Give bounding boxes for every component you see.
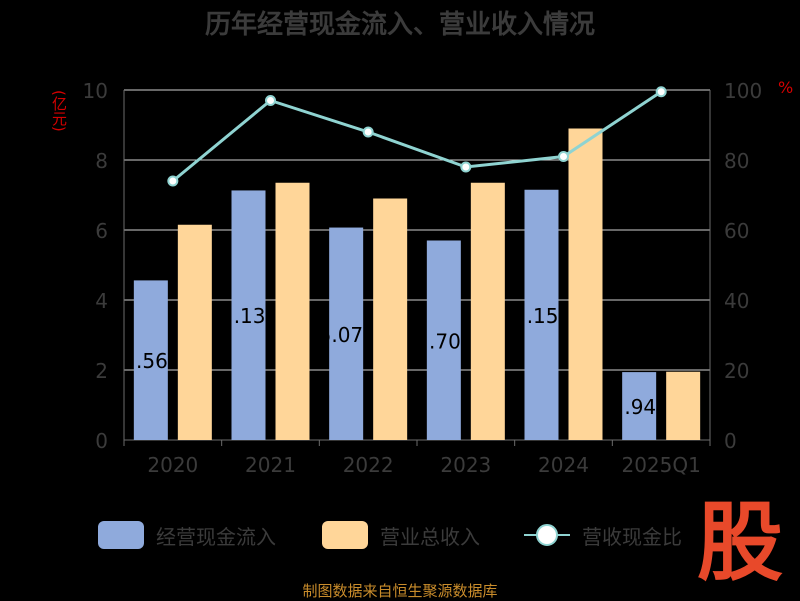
x-tick-label: 2022 [343, 453, 394, 477]
y-axis-right-unit: % [778, 78, 794, 97]
bar-value-label: 5.07 [319, 323, 364, 347]
x-tick-label: 2025Q1 [621, 453, 700, 477]
bar-cash-inflow [329, 227, 364, 440]
chart-title: 历年经营现金流入、营业收入情况 [204, 10, 595, 40]
y-right-tick-label: 60 [724, 219, 749, 243]
y-right-tick-label: 100 [724, 79, 762, 103]
y-left-tick-label: 0 [95, 429, 108, 453]
bar-cash-inflow [231, 190, 266, 440]
y-left-tick-label: 10 [83, 79, 108, 103]
ratio-point [167, 175, 179, 187]
data-source-note: 制图数据来自恒生聚源数据库 [302, 582, 498, 600]
legend-label-cash-inflow: 经营现金流入 [156, 524, 276, 549]
legend: 经营现金流入 营业总收入 营收现金比 [0, 518, 800, 552]
y-left-tick-label: 4 [95, 289, 108, 313]
x-tick-label: 2024 [538, 453, 589, 477]
y-right-tick-label: 80 [724, 149, 749, 173]
y-left-tick-label: 8 [95, 149, 108, 173]
y-left-tick-label: 6 [95, 219, 108, 243]
ratio-point [460, 161, 472, 173]
x-tick-label: 2020 [147, 453, 198, 477]
bar-value-label: .70 [429, 329, 461, 353]
bar-value-label: .56 [136, 349, 168, 373]
ratio-line [171, 90, 662, 183]
y-right-tick-label: 40 [724, 289, 749, 313]
bar-cash-inflow [622, 372, 657, 440]
ratio-point [558, 151, 569, 162]
legend-swatch-revenue [322, 521, 368, 549]
x-tick-label: 2021 [245, 453, 296, 477]
y-axis-left-unit: (亿元) [50, 90, 68, 132]
bar-value-label: .15 [527, 304, 559, 328]
ratio-point [655, 86, 667, 98]
x-tick-label: 2023 [440, 453, 491, 477]
bar-value-label: .13 [234, 304, 266, 328]
brand-logo: 股 [697, 493, 783, 593]
bar-revenue [373, 198, 408, 440]
bar-revenue [177, 224, 212, 440]
bar-cash-inflow [426, 240, 461, 440]
legend-label-ratio: 营收现金比 [582, 524, 682, 549]
legend-swatch-ratio [524, 521, 570, 549]
y-right-tick-label: 0 [724, 429, 737, 453]
ratio-point [362, 126, 374, 138]
legend-swatch-cash-inflow [98, 521, 144, 549]
y-right-tick-label: 20 [724, 359, 749, 383]
bar-cash-inflow [524, 189, 559, 440]
bar-value-label: .94 [624, 395, 656, 419]
bar-cash-inflow [133, 280, 168, 440]
bar-revenue [470, 182, 505, 440]
legend-item-cash-inflow[interactable]: 经营现金流入 [98, 518, 276, 552]
legend-item-revenue[interactable]: 营业总收入 [322, 518, 480, 552]
bar-revenue [568, 128, 603, 440]
y-left-tick-label: 2 [95, 359, 108, 383]
bar-revenue [275, 182, 310, 440]
bar-revenue [666, 371, 701, 440]
legend-label-revenue: 营业总收入 [380, 524, 480, 549]
ratio-point [265, 95, 276, 106]
legend-item-ratio[interactable]: 营收现金比 [524, 518, 682, 552]
